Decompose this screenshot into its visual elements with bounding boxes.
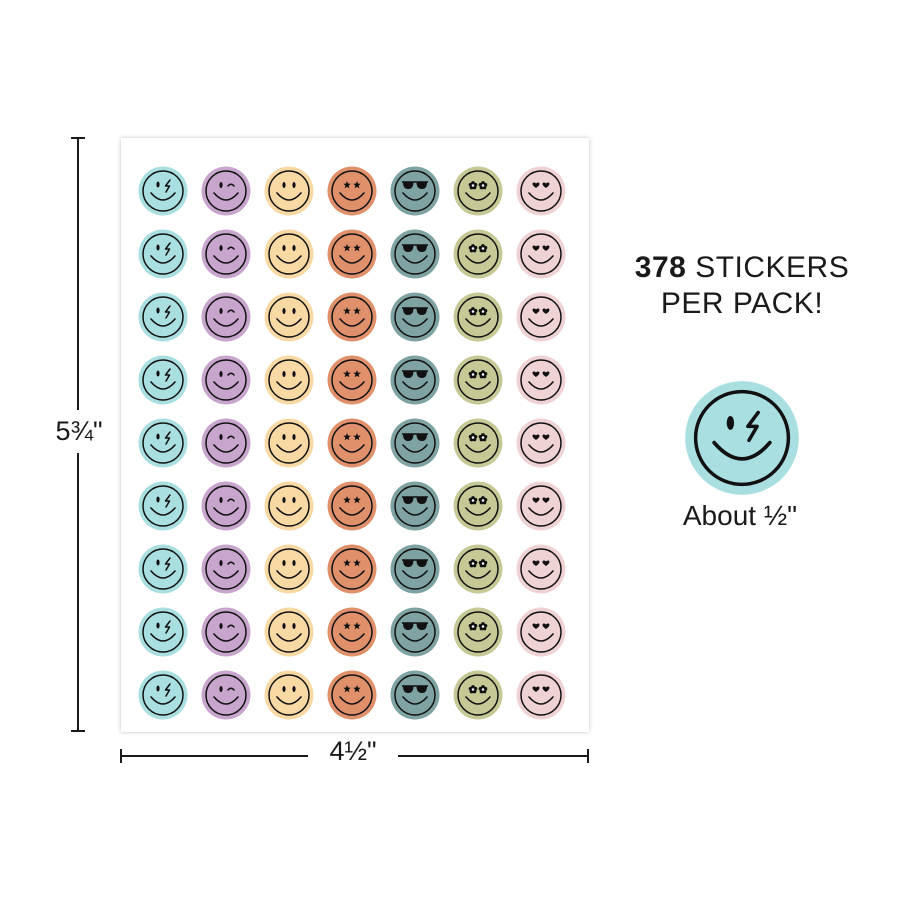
smiley-smile-icon [264, 418, 314, 468]
sticker-sheet [121, 138, 589, 732]
smiley-flowers-icon [453, 355, 503, 405]
smiley-sunglasses-icon [390, 544, 440, 594]
smiley-lightning-icon [138, 292, 188, 342]
smiley-sunglasses-icon [390, 670, 440, 720]
smiley-hearts-icon [516, 544, 566, 594]
width-dimension-right-cap [587, 749, 589, 763]
smiley-lightning-icon [138, 418, 188, 468]
smiley-stars-icon [327, 481, 377, 531]
smiley-flowers-icon [453, 418, 503, 468]
smiley-lightning-icon [138, 481, 188, 531]
smiley-hearts-icon [516, 355, 566, 405]
smiley-smile-icon [264, 292, 314, 342]
height-dimension-top-cap [71, 137, 85, 139]
promo-line1: STICKERS [695, 251, 850, 284]
smiley-hearts-icon [516, 292, 566, 342]
smiley-wink-icon [201, 229, 251, 279]
smiley-wink-icon [201, 418, 251, 468]
smiley-sunglasses-icon [390, 481, 440, 531]
smiley-smile-icon [264, 166, 314, 216]
smiley-hearts-icon [516, 481, 566, 531]
width-dimension-left-cap [120, 749, 122, 763]
smiley-flowers-icon [453, 670, 503, 720]
smiley-smile-icon [264, 607, 314, 657]
smiley-flowers-icon [453, 544, 503, 594]
height-label: 5¾" [44, 410, 114, 453]
smiley-lightning-icon [138, 166, 188, 216]
smiley-flowers-icon [453, 229, 503, 279]
smiley-lightning-icon [138, 544, 188, 594]
smiley-flowers-icon [453, 607, 503, 657]
smiley-hearts-icon [516, 418, 566, 468]
smiley-stars-icon [327, 229, 377, 279]
sample-sticker-lightning-icon [685, 381, 799, 495]
smiley-wink-icon [201, 355, 251, 405]
smiley-smile-icon [264, 355, 314, 405]
promo-line2: PER PACK! [660, 287, 824, 320]
smiley-sunglasses-icon [390, 418, 440, 468]
smiley-sunglasses-icon [390, 355, 440, 405]
smiley-sunglasses-icon [390, 292, 440, 342]
smiley-stars-icon [327, 166, 377, 216]
smiley-stars-icon [327, 607, 377, 657]
smiley-wink-icon [201, 166, 251, 216]
smiley-hearts-icon [516, 166, 566, 216]
smiley-wink-icon [201, 292, 251, 342]
smiley-flowers-icon [453, 481, 503, 531]
smiley-hearts-icon [516, 229, 566, 279]
smiley-lightning-icon [138, 229, 188, 279]
promo-text: 378 STICKERS PER PACK! [612, 250, 872, 322]
smiley-smile-icon [264, 229, 314, 279]
width-label: 4½" [308, 736, 398, 767]
smiley-stars-icon [327, 670, 377, 720]
smiley-wink-icon [201, 670, 251, 720]
smiley-stars-icon [327, 418, 377, 468]
smiley-stars-icon [327, 544, 377, 594]
smiley-lightning-icon [138, 355, 188, 405]
smiley-sunglasses-icon [390, 166, 440, 216]
smiley-smile-icon [264, 544, 314, 594]
smiley-flowers-icon [453, 166, 503, 216]
smiley-wink-icon [201, 481, 251, 531]
smiley-sunglasses-icon [390, 229, 440, 279]
smiley-stars-icon [327, 292, 377, 342]
smiley-stars-icon [327, 355, 377, 405]
height-dimension-bottom-cap [71, 730, 85, 732]
sticker-grid [138, 166, 572, 720]
smiley-hearts-icon [516, 670, 566, 720]
smiley-lightning-icon [138, 607, 188, 657]
sticker-size-label: About ½" [682, 500, 798, 531]
smiley-flowers-icon [453, 292, 503, 342]
smiley-sunglasses-icon [390, 607, 440, 657]
smiley-smile-icon [264, 670, 314, 720]
smiley-hearts-icon [516, 607, 566, 657]
smiley-wink-icon [201, 544, 251, 594]
smiley-wink-icon [201, 607, 251, 657]
smiley-smile-icon [264, 481, 314, 531]
smiley-lightning-icon [138, 670, 188, 720]
sticker-count: 378 [634, 251, 687, 284]
